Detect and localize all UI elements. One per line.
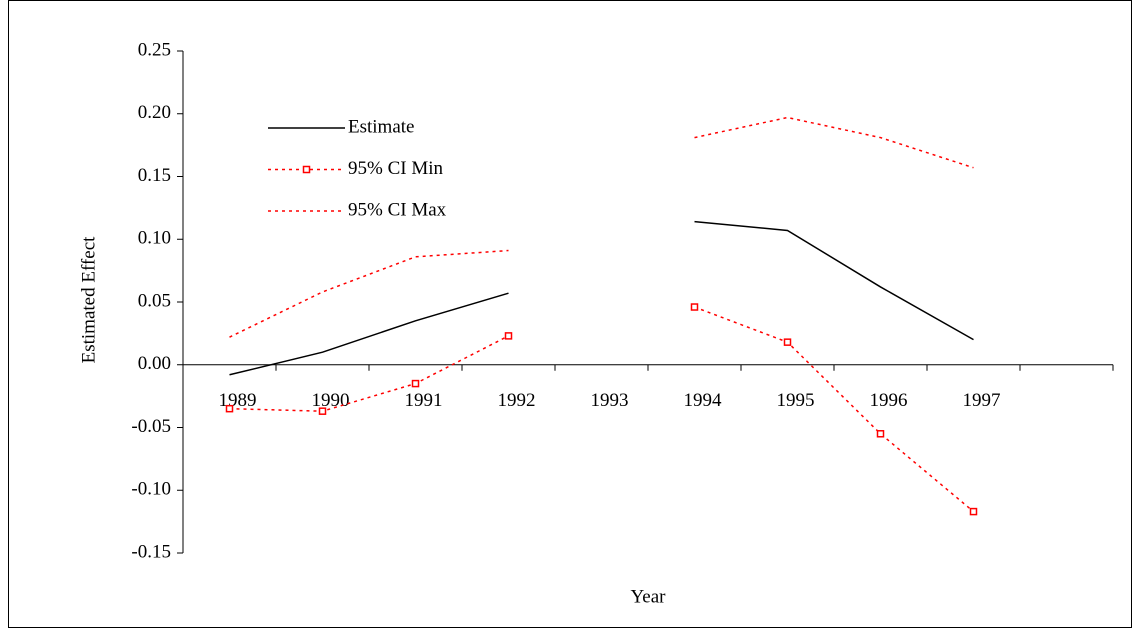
legend-label: 95% CI Min (348, 158, 444, 179)
x-tick-label: 1993 (591, 390, 629, 411)
series-line (229, 220, 974, 376)
x-tick-label: 1995 (777, 390, 815, 411)
x-tick-label: 1997 (963, 390, 1001, 411)
y-tick-label: 0.05 (138, 290, 171, 311)
x-tick-label: 1989 (219, 390, 257, 411)
x-tick-label: 1991 (405, 390, 443, 411)
y-tick-label: -0.10 (131, 479, 171, 500)
y-tick-label: -0.05 (131, 416, 171, 437)
y-axis-label: Estimated Effect (78, 236, 99, 364)
x-tick-label: 1990 (312, 390, 350, 411)
y-tick-label: -0.15 (131, 541, 171, 562)
point-marker (876, 430, 885, 438)
chart-frame (8, 0, 1132, 628)
point-marker (225, 404, 234, 413)
x-axis-label: Year (630, 586, 666, 607)
point-marker (411, 379, 420, 388)
y-tick-label: 0.25 (138, 39, 171, 60)
point-marker (783, 338, 792, 346)
series-line (229, 306, 974, 513)
y-tick-label: 0.15 (138, 165, 171, 186)
point-marker (504, 332, 513, 340)
x-tick-label: 1992 (498, 390, 536, 411)
series-line (229, 116, 974, 338)
point-marker (318, 407, 327, 415)
y-tick-label: 0.20 (138, 102, 171, 123)
legend-label: 95% CI Max (348, 199, 447, 220)
y-tick-label: 0.00 (138, 353, 171, 374)
point-marker (690, 303, 699, 311)
x-tick-label: 1996 (870, 390, 908, 411)
y-tick-label: 0.10 (138, 228, 171, 249)
x-tick-label: 1994 (684, 390, 723, 411)
point-marker (969, 507, 978, 516)
legend-label: Estimate (348, 116, 414, 137)
legend-marker (302, 165, 311, 174)
